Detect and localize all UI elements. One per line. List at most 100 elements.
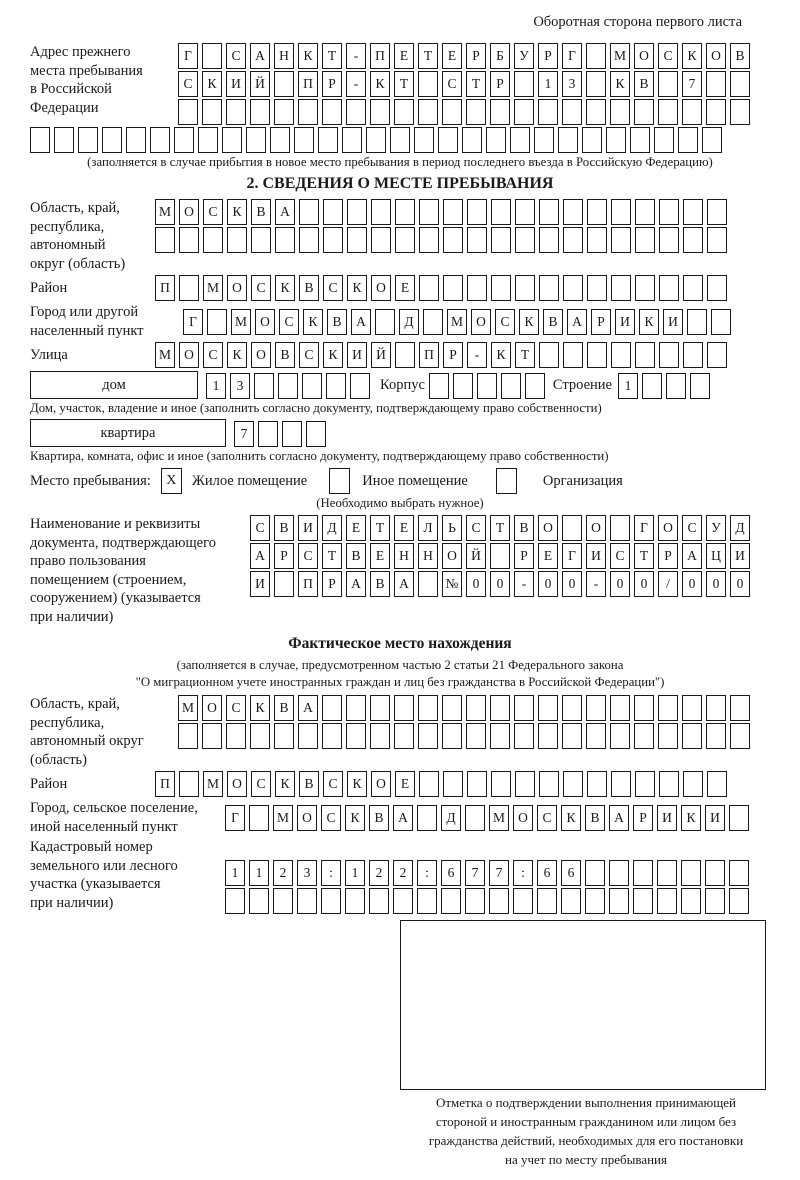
char-cell[interactable]: Р [490,71,510,97]
char-cell[interactable]: 2 [273,860,293,887]
char-cell[interactable]: С [323,275,343,302]
char-cell[interactable] [490,99,510,125]
char-cell[interactable] [393,888,413,915]
char-cell[interactable] [323,227,343,253]
char-cell[interactable]: К [227,199,247,225]
char-cell[interactable] [202,43,222,69]
char-cell[interactable] [514,723,534,750]
char-cell[interactable] [657,860,677,887]
char-cell[interactable]: Р [591,308,611,335]
char-cell[interactable] [299,199,319,225]
char-cell[interactable]: А [682,543,702,570]
char-cell[interactable]: О [297,804,317,831]
char-cell[interactable]: 0 [730,571,750,598]
char-cell[interactable] [586,43,606,69]
char-cell[interactable]: М [155,199,175,225]
char-cell[interactable] [586,99,606,125]
char-cell[interactable] [370,99,390,125]
char-cell[interactable] [515,275,535,302]
char-cell[interactable] [249,804,269,831]
char-cell[interactable] [534,127,554,153]
char-cell[interactable] [587,275,607,302]
char-cell[interactable] [539,771,559,798]
char-cell[interactable] [54,127,74,153]
char-cell[interactable]: П [298,71,318,97]
char-cell[interactable]: И [250,571,270,598]
char-cell[interactable] [689,372,710,399]
char-cell[interactable]: О [251,342,271,369]
char-cell[interactable] [634,723,654,750]
char-cell[interactable] [418,71,438,97]
char-cell[interactable]: 2 [393,860,413,887]
char-cell[interactable] [467,275,487,302]
char-cell[interactable]: И [347,342,367,369]
char-cell[interactable]: Г [562,43,582,69]
char-cell[interactable]: А [351,308,371,335]
char-cell[interactable]: И [663,308,683,335]
char-cell[interactable] [417,804,437,831]
char-cell[interactable]: В [634,71,654,97]
char-cell[interactable] [366,127,386,153]
char-cell[interactable]: Г [183,308,203,335]
char-cell[interactable]: М [273,804,293,831]
char-cell[interactable] [490,543,510,570]
char-cell[interactable] [179,275,199,302]
char-cell[interactable] [347,227,367,253]
char-cell[interactable] [514,99,534,125]
char-cell[interactable]: Р [274,543,294,570]
char-cell[interactable]: Р [514,543,534,570]
char-cell[interactable] [706,99,726,125]
char-cell[interactable] [370,695,390,722]
char-cell[interactable] [227,227,247,253]
char-cell[interactable] [587,771,607,798]
char-cell[interactable] [299,227,319,253]
char-cell[interactable] [538,695,558,722]
char-cell[interactable] [254,372,274,399]
char-cell[interactable] [654,127,674,153]
char-cell[interactable] [682,99,702,125]
char-cell[interactable] [438,127,458,153]
char-cell[interactable]: Р [658,543,678,570]
char-cell[interactable] [419,199,439,225]
char-cell[interactable] [491,771,511,798]
char-cell[interactable] [706,695,726,722]
char-cell[interactable]: Л [418,515,438,542]
char-cell[interactable] [350,372,370,399]
char-cell[interactable]: 1 [345,860,365,887]
char-cell[interactable] [610,515,630,542]
char-cell[interactable]: 0 [706,571,726,598]
char-cell[interactable] [442,695,462,722]
char-cell[interactable]: И [657,804,677,831]
char-cell[interactable] [514,695,534,722]
char-cell[interactable]: Е [346,515,366,542]
char-cell[interactable]: Г [562,543,582,570]
char-cell[interactable]: Е [394,515,414,542]
char-cell[interactable]: К [491,342,511,369]
char-cell[interactable]: Н [418,543,438,570]
char-cell[interactable] [371,227,391,253]
char-cell[interactable] [466,723,486,750]
char-cell[interactable] [610,695,630,722]
char-cell[interactable]: Т [370,515,390,542]
char-cell[interactable] [563,275,583,302]
char-cell[interactable]: О [513,804,533,831]
char-cell[interactable]: Т [418,43,438,69]
char-cell[interactable]: П [298,571,318,598]
char-cell[interactable] [306,420,326,447]
char-cell[interactable]: С [203,342,223,369]
char-cell[interactable] [418,695,438,722]
char-cell[interactable] [491,227,511,253]
char-cell[interactable]: № [442,571,462,598]
char-cell[interactable]: О [442,543,462,570]
char-cell[interactable]: В [369,804,389,831]
char-cell[interactable] [178,723,198,750]
char-cell[interactable] [198,127,218,153]
char-cell[interactable]: А [275,199,295,225]
char-cell[interactable] [585,860,605,887]
char-cell[interactable]: П [155,771,175,798]
char-cell[interactable] [611,227,631,253]
char-cell[interactable]: О [371,275,391,302]
char-cell[interactable] [659,227,679,253]
char-cell[interactable] [443,227,463,253]
char-cell[interactable] [537,888,557,915]
